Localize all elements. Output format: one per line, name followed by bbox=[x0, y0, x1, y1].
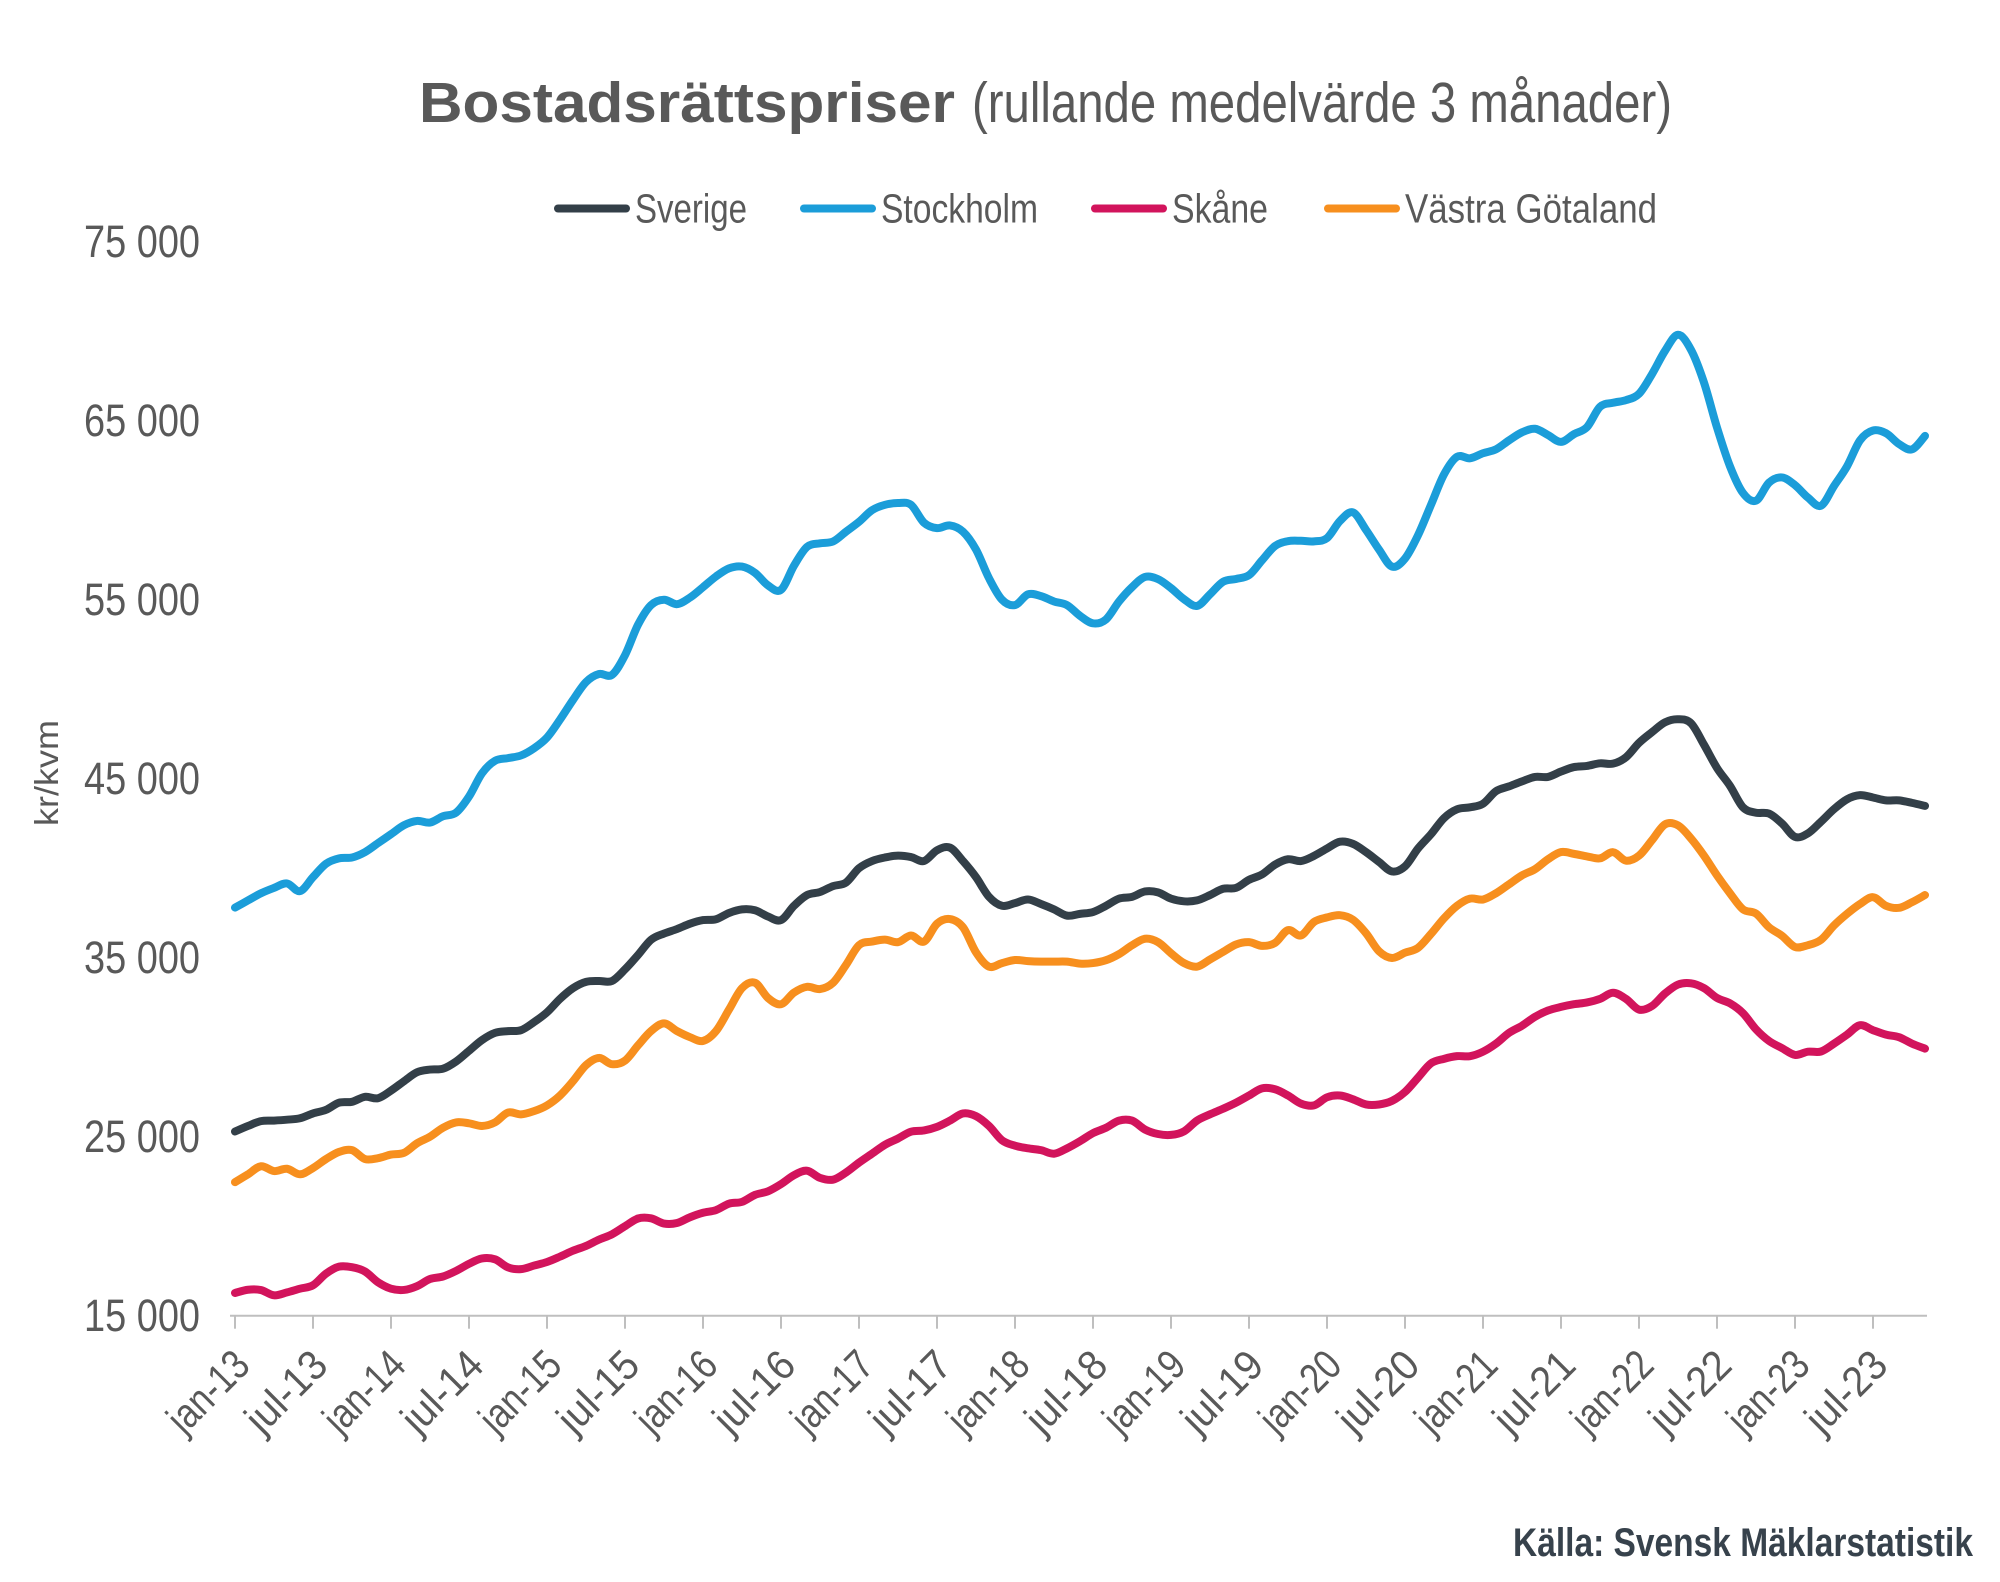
svg-text:Bostadsrättspriser(rullande me: Bostadsrättspriser (rullande medelvärde 3… bbox=[419, 71, 1672, 135]
svg-text:65 000: 65 000 bbox=[84, 395, 200, 446]
svg-text:Skåne: Skåne bbox=[1172, 186, 1268, 232]
svg-text:45 000: 45 000 bbox=[84, 753, 200, 804]
svg-text:Västra Götaland: Västra Götaland bbox=[1405, 186, 1657, 232]
svg-text:Sverige: Sverige bbox=[635, 186, 747, 232]
svg-text:25 000: 25 000 bbox=[84, 1111, 200, 1162]
svg-text:Stockholm: Stockholm bbox=[881, 186, 1038, 232]
svg-text:55 000: 55 000 bbox=[84, 574, 200, 625]
svg-text:75 000: 75 000 bbox=[84, 216, 200, 267]
svg-text:35 000: 35 000 bbox=[84, 932, 200, 983]
svg-text:kr/kvm: kr/kvm bbox=[28, 720, 65, 826]
svg-text:15 000: 15 000 bbox=[84, 1290, 200, 1341]
svg-text:Källa: Svensk Mäklarstatistik: Källa: Svensk Mäklarstatistik bbox=[1513, 1521, 1974, 1565]
